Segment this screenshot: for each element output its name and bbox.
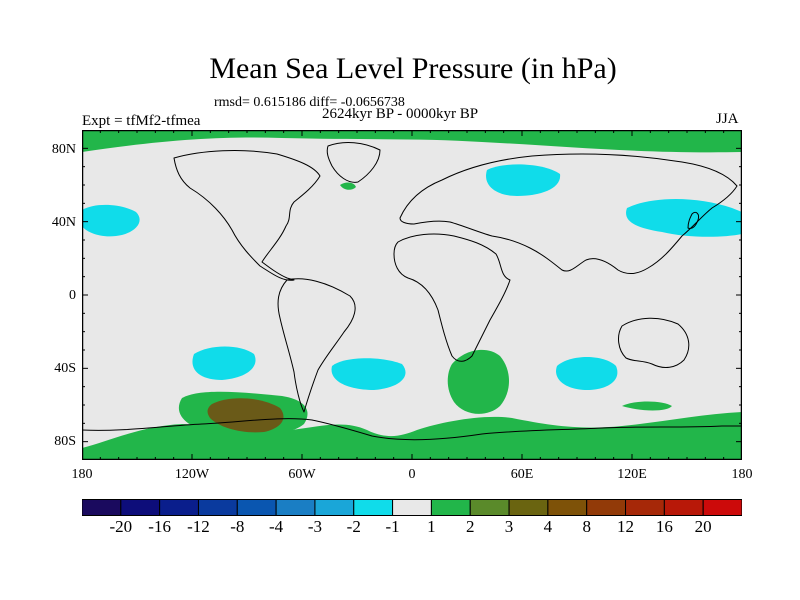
- colorbar-box: [314, 499, 355, 516]
- north-america-coast: [173, 150, 321, 281]
- colorbar-box: [469, 499, 510, 516]
- colorbar-label: -4: [269, 517, 284, 536]
- japan-coast: [687, 211, 699, 229]
- colorbar-label: 16: [655, 517, 673, 536]
- colorbar-label: 8: [582, 517, 591, 536]
- south-indian-positive-anomaly: [447, 349, 509, 414]
- colorbar-label: 3: [504, 517, 514, 536]
- colorbar-box: [508, 499, 549, 516]
- colorbar-box: [82, 499, 122, 516]
- colorbar-box: [663, 499, 704, 516]
- antarctic-positive-anomaly: [82, 412, 742, 460]
- colorbar-label: -20: [109, 517, 133, 536]
- x-tick-label: 120W: [174, 467, 210, 482]
- y-tick-label: 80S: [54, 434, 76, 449]
- colorbar-box: [392, 499, 432, 516]
- colorbar-box: [197, 499, 238, 516]
- period-label: 2624kyr BP - 0000kyr BP: [322, 106, 479, 122]
- y-tick-label: 0: [69, 288, 76, 303]
- colorbar-label: -16: [148, 517, 171, 536]
- colorbar-box: [120, 499, 161, 516]
- x-tick-label: 60W: [288, 467, 316, 482]
- axis-ticks: [82, 130, 742, 460]
- greenland-positive-blob: [340, 182, 356, 190]
- experiment-label: Expt = tfMf2-tfmea: [82, 113, 201, 129]
- map-plot: [82, 130, 742, 460]
- x-tick-label: 180: [731, 467, 753, 482]
- x-tick-label: 120E: [617, 467, 647, 482]
- colorbar-box: [702, 499, 742, 516]
- colorbar-label: -8: [230, 517, 245, 536]
- x-tick-label: 60E: [510, 467, 534, 482]
- europe-asia-coast: [399, 153, 738, 275]
- south-atlantic-negative-anomaly: [331, 358, 406, 390]
- africa-coast: [393, 233, 511, 362]
- arctic-positive-anomaly: [82, 130, 742, 153]
- y-tick-label: 40S: [54, 361, 76, 376]
- south-pacific-negative-anomaly: [192, 346, 256, 380]
- colorbar-box: [547, 499, 588, 516]
- colorbar-box: [353, 499, 394, 516]
- colorbar-label: -12: [187, 517, 210, 536]
- strong-positive-core: [207, 398, 284, 433]
- coastlines: [82, 142, 742, 441]
- north-pacific-west-negative-anomaly: [626, 199, 742, 237]
- colorbar-label: -2: [346, 517, 361, 536]
- colorbar-box: [625, 499, 665, 516]
- colorbar-box: [159, 499, 199, 516]
- figure-title: Mean Sea Level Pressure (in hPa): [209, 52, 617, 85]
- x-tick-label: 180: [71, 467, 93, 482]
- australia-coast: [618, 317, 690, 368]
- east-antarctic-positive-anomaly: [622, 401, 672, 411]
- colorbar-box: [586, 499, 627, 516]
- antarctica-coast: [82, 418, 742, 441]
- y-tick-label: 80N: [51, 142, 76, 157]
- colorbar-label: 12: [617, 517, 635, 536]
- colorbar-label: 1: [427, 517, 436, 536]
- y-tick-label: 40N: [51, 215, 76, 230]
- colorbar-box: [275, 499, 316, 516]
- south-indian-negative-anomaly: [556, 357, 618, 390]
- statistics-text: rmsd= 0.615186 diff= -0.0656738: [214, 95, 405, 110]
- x-tick-label: 0: [408, 467, 416, 482]
- greenland-coast: [326, 142, 381, 183]
- colorbar-label: 2: [465, 517, 475, 536]
- colorbar-label: -3: [307, 517, 323, 536]
- colorbar-label: 20: [694, 517, 712, 536]
- colorbar-box: [430, 499, 471, 516]
- siberia-negative-anomaly: [486, 164, 561, 196]
- season-label: JJA: [716, 111, 739, 127]
- north-pacific-negative-anomaly: [82, 204, 140, 237]
- colorbar-label: 4: [543, 517, 553, 536]
- colorbar-box: [236, 499, 277, 516]
- colorbar-label: -1: [385, 517, 400, 536]
- south-america-coast: [277, 278, 356, 413]
- colorbar: [82, 499, 742, 516]
